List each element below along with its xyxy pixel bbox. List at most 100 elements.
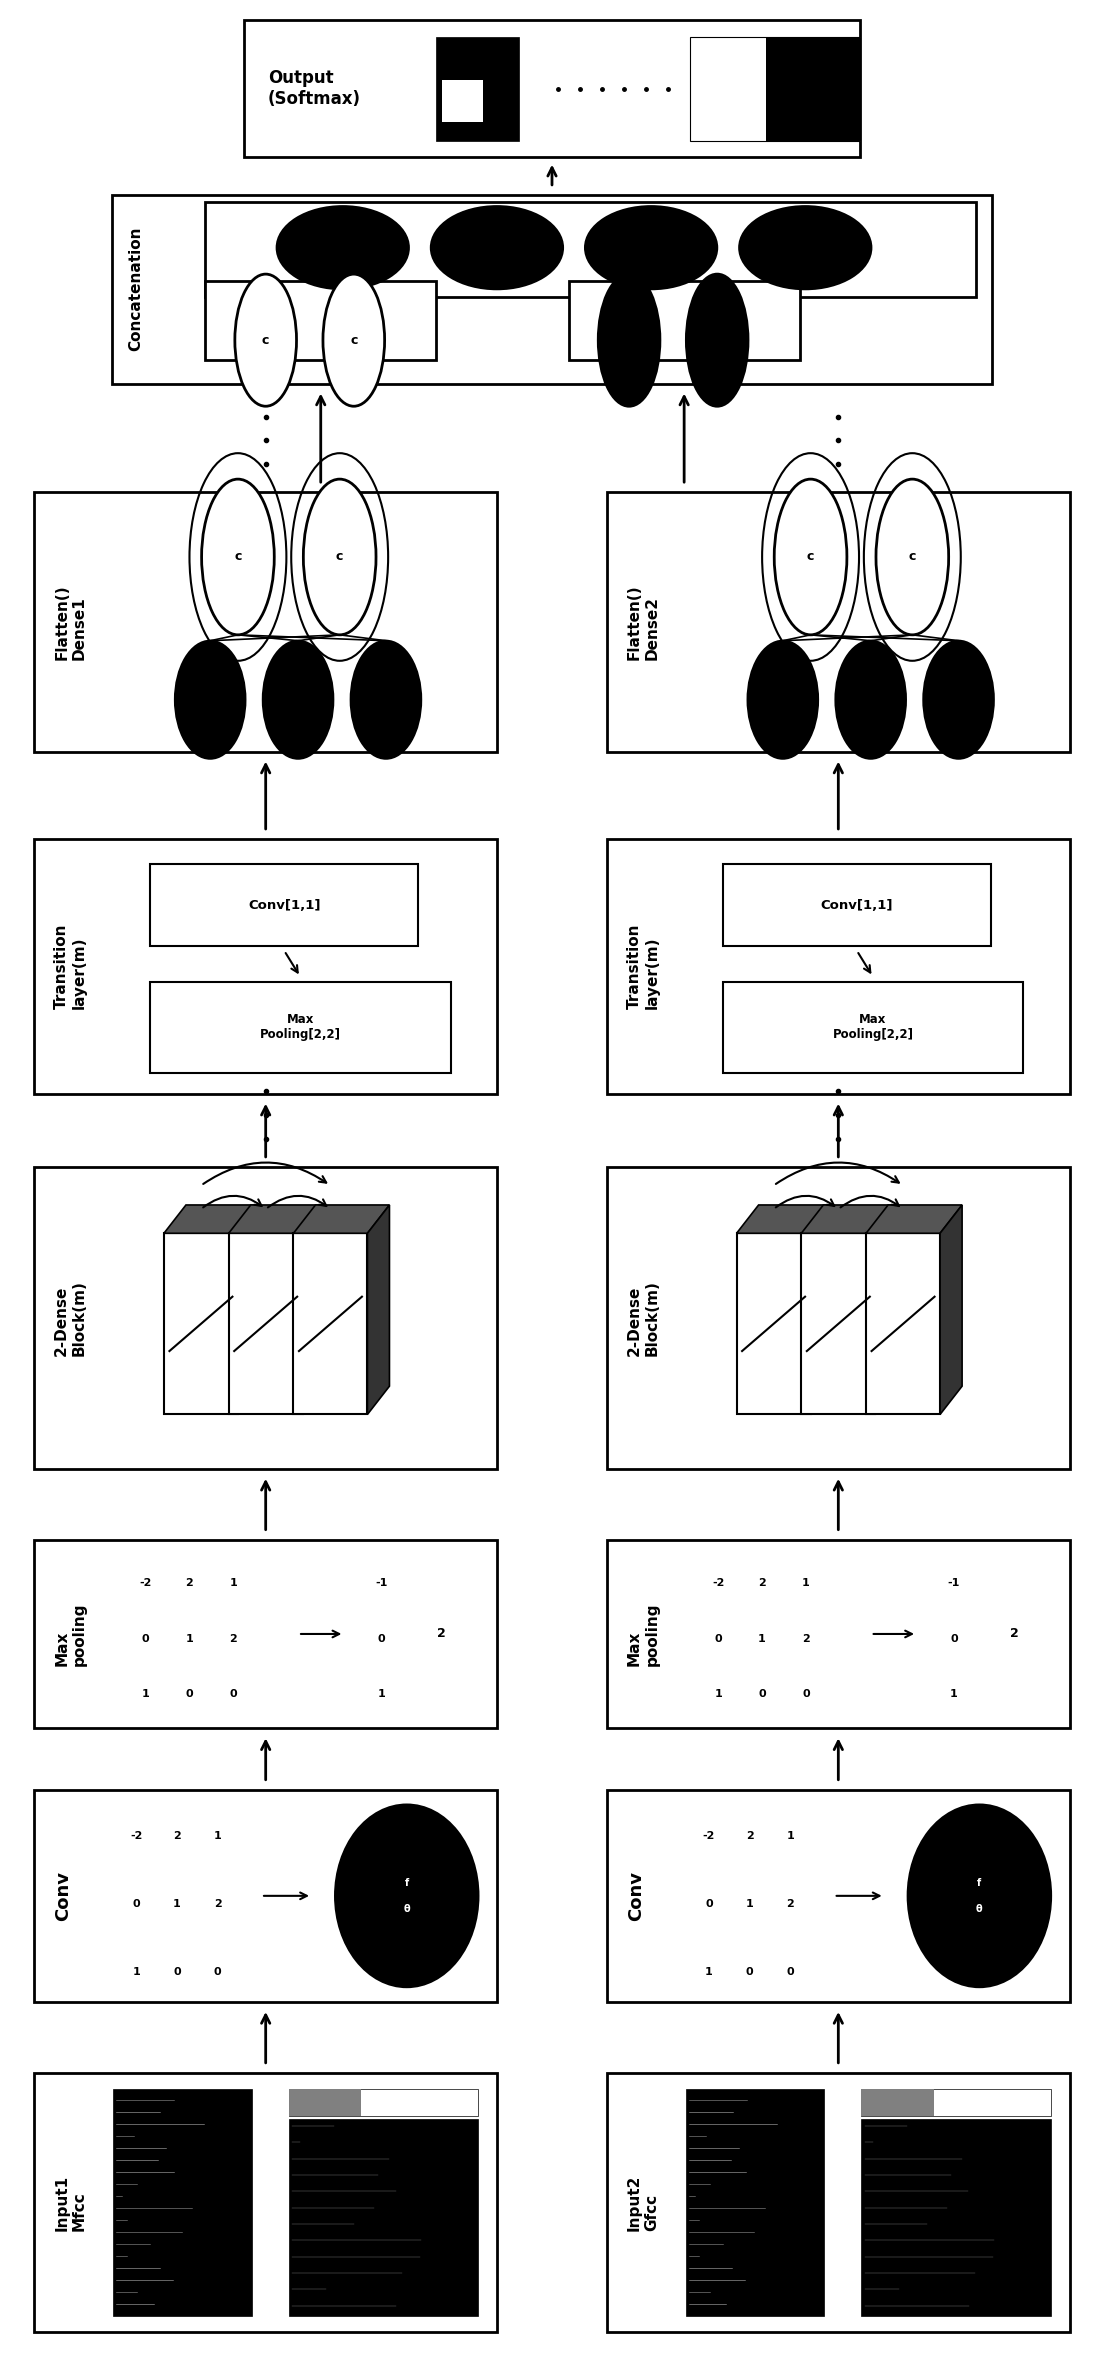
Text: 1: 1 <box>714 1689 722 1698</box>
Text: 1: 1 <box>786 1831 794 1842</box>
Text: 1: 1 <box>378 1689 385 1698</box>
Polygon shape <box>866 1233 941 1415</box>
Text: Output
(Softmax): Output (Softmax) <box>268 68 361 109</box>
FancyBboxPatch shape <box>34 2074 497 2331</box>
Ellipse shape <box>585 205 718 288</box>
Polygon shape <box>294 1205 390 1233</box>
Circle shape <box>774 479 847 635</box>
FancyBboxPatch shape <box>436 38 519 142</box>
Text: -2: -2 <box>712 1578 724 1587</box>
FancyBboxPatch shape <box>723 864 991 945</box>
Text: Concatenation: Concatenation <box>128 227 144 352</box>
Circle shape <box>598 274 660 406</box>
Polygon shape <box>802 1233 875 1415</box>
Text: Conv: Conv <box>627 1871 645 1920</box>
Ellipse shape <box>335 1805 478 1986</box>
Ellipse shape <box>740 205 871 288</box>
Ellipse shape <box>923 640 994 758</box>
Circle shape <box>304 479 376 635</box>
FancyBboxPatch shape <box>690 38 860 142</box>
FancyBboxPatch shape <box>289 2090 361 2116</box>
Text: θ: θ <box>403 1904 410 1913</box>
Text: 1: 1 <box>141 1689 149 1698</box>
Text: c: c <box>262 333 269 347</box>
FancyBboxPatch shape <box>113 2090 252 2315</box>
Text: 1: 1 <box>214 1831 222 1842</box>
Ellipse shape <box>263 640 333 758</box>
Circle shape <box>875 479 948 635</box>
Text: Transition
layer(m): Transition layer(m) <box>54 924 86 1009</box>
Text: Conv[1,1]: Conv[1,1] <box>248 898 320 912</box>
FancyBboxPatch shape <box>861 2090 1051 2116</box>
FancyBboxPatch shape <box>607 839 1070 1094</box>
Polygon shape <box>229 1205 325 1233</box>
Polygon shape <box>941 1205 962 1415</box>
FancyBboxPatch shape <box>766 38 860 142</box>
Ellipse shape <box>174 640 245 758</box>
Text: 2: 2 <box>745 1831 753 1842</box>
FancyBboxPatch shape <box>34 1540 497 1729</box>
Circle shape <box>202 479 274 635</box>
FancyBboxPatch shape <box>205 203 976 298</box>
Text: 0: 0 <box>803 1689 809 1698</box>
FancyBboxPatch shape <box>861 2090 934 2116</box>
FancyBboxPatch shape <box>607 1167 1070 1469</box>
Text: 1: 1 <box>230 1578 237 1587</box>
FancyBboxPatch shape <box>34 491 497 751</box>
Text: -2: -2 <box>130 1831 142 1842</box>
Polygon shape <box>229 1233 302 1415</box>
Ellipse shape <box>747 640 818 758</box>
Text: 1: 1 <box>758 1635 766 1644</box>
Text: f: f <box>977 1878 981 1887</box>
Text: 1: 1 <box>745 1899 753 1908</box>
Text: 2: 2 <box>214 1899 222 1908</box>
FancyBboxPatch shape <box>34 1167 497 1469</box>
Polygon shape <box>368 1205 390 1415</box>
Text: Max
pooling: Max pooling <box>627 1601 659 1665</box>
FancyBboxPatch shape <box>150 864 418 945</box>
Text: -2: -2 <box>702 1831 715 1842</box>
Polygon shape <box>875 1205 898 1415</box>
Text: 2-Dense
Block(m): 2-Dense Block(m) <box>54 1280 86 1356</box>
Text: 2: 2 <box>803 1635 810 1644</box>
Text: 0: 0 <box>951 1635 958 1644</box>
Circle shape <box>235 274 297 406</box>
Text: Transition
layer(m): Transition layer(m) <box>627 924 659 1009</box>
FancyBboxPatch shape <box>861 2119 1051 2315</box>
FancyBboxPatch shape <box>723 983 1023 1072</box>
FancyBboxPatch shape <box>150 983 450 1072</box>
Circle shape <box>687 274 749 406</box>
Text: f: f <box>405 1878 408 1887</box>
Text: 0: 0 <box>230 1689 237 1698</box>
FancyBboxPatch shape <box>289 2119 478 2315</box>
Text: 0: 0 <box>705 1899 712 1908</box>
Text: c: c <box>234 550 242 565</box>
Text: 2: 2 <box>1010 1627 1019 1642</box>
Polygon shape <box>238 1205 259 1415</box>
Text: c: c <box>336 550 343 565</box>
Polygon shape <box>736 1205 832 1233</box>
Text: 0: 0 <box>132 1899 140 1908</box>
FancyBboxPatch shape <box>34 839 497 1094</box>
Ellipse shape <box>431 205 563 288</box>
Text: 1: 1 <box>185 1635 193 1644</box>
Text: 0: 0 <box>786 1968 794 1977</box>
Polygon shape <box>294 1233 368 1415</box>
Text: c: c <box>909 550 916 565</box>
Text: Conv: Conv <box>54 1871 72 1920</box>
Text: 2: 2 <box>437 1627 446 1642</box>
Text: 2-Dense
Block(m): 2-Dense Block(m) <box>627 1280 659 1356</box>
FancyBboxPatch shape <box>442 80 484 123</box>
FancyBboxPatch shape <box>607 491 1070 751</box>
Text: 0: 0 <box>378 1635 385 1644</box>
Text: 2: 2 <box>786 1899 794 1908</box>
Text: -2: -2 <box>139 1578 151 1587</box>
FancyBboxPatch shape <box>607 1540 1070 1729</box>
Text: 1: 1 <box>803 1578 810 1587</box>
FancyBboxPatch shape <box>569 281 799 359</box>
FancyBboxPatch shape <box>686 2090 825 2315</box>
Text: 1: 1 <box>132 1968 140 1977</box>
Text: c: c <box>807 550 815 565</box>
Polygon shape <box>302 1205 325 1415</box>
Text: 0: 0 <box>214 1968 222 1977</box>
